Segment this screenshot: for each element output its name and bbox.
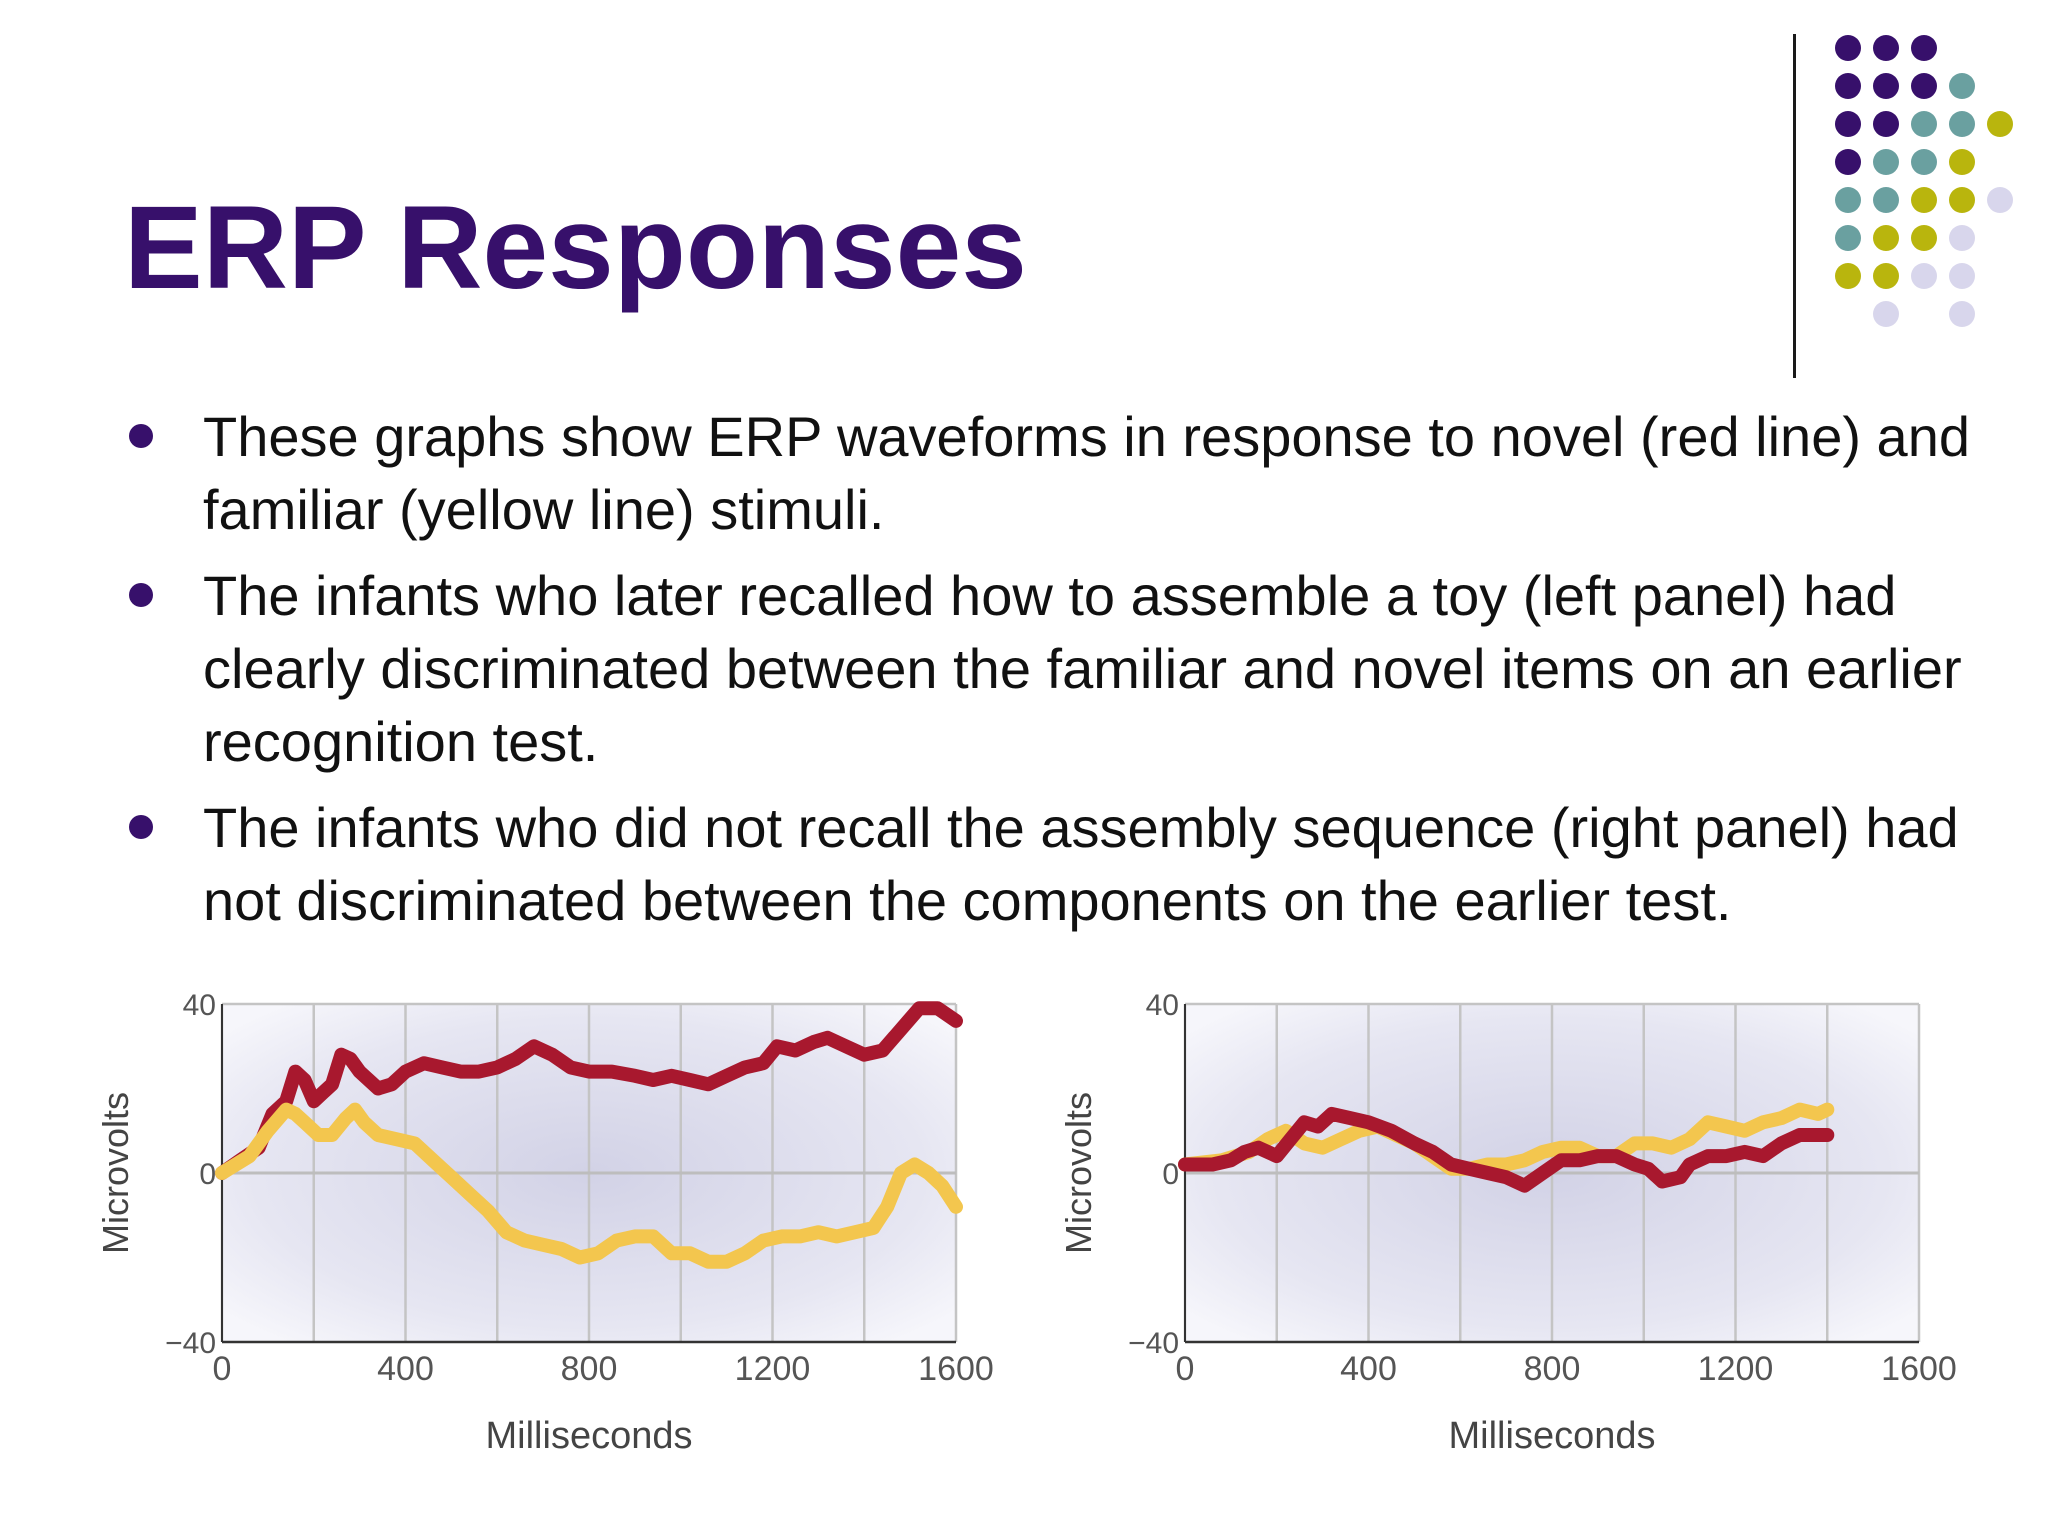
x-tick-label: 800	[561, 1350, 618, 1388]
bullet-text: The infants who did not recall the assem…	[203, 796, 1959, 932]
decoration-dot	[1987, 187, 2013, 213]
x-tick-label: 1200	[1698, 1350, 1774, 1388]
bullet-text: These graphs show ERP waveforms in respo…	[203, 405, 1970, 541]
decoration-dot	[1873, 301, 1899, 327]
y-tick-label: 0	[1162, 1158, 1179, 1191]
x-tick-label: 800	[1524, 1350, 1581, 1388]
decoration-dot	[1873, 35, 1899, 61]
series-line-novel	[1178, 1106, 1835, 1193]
x-tick-label: 400	[1340, 1350, 1397, 1388]
decoration-dot	[1911, 149, 1937, 175]
decoration-dot	[1949, 149, 1975, 175]
bullet-item: The infants who later recalled how to as…	[125, 559, 2025, 778]
x-tick-label: 400	[377, 1350, 434, 1388]
decoration-dot	[1835, 225, 1861, 251]
erp-chart-right: 0 400 800 1200 1600400−40MillisecondsMicrovo…	[1063, 989, 1957, 1457]
decoration-dot	[1949, 111, 1975, 137]
y-tick-label: 40	[1146, 989, 1179, 1022]
decoration-dot	[1873, 187, 1899, 213]
series-line-familiar	[215, 1102, 963, 1269]
x-tick-label: 0	[213, 1350, 232, 1388]
decoration-dot	[1949, 187, 1975, 213]
x-axis-label: Milliseconds	[486, 1415, 693, 1457]
decoration-dot	[1835, 263, 1861, 289]
decoration-dot	[1949, 263, 1975, 289]
y-axis-label: Microvolts	[1063, 1092, 1099, 1254]
decoration-dot	[1835, 149, 1861, 175]
bullet-text: The infants who later recalled how to as…	[203, 564, 1962, 773]
y-axis-label: Microvolts	[100, 1092, 136, 1254]
y-tick-label: −40	[1128, 1327, 1179, 1360]
y-tick-label: −40	[165, 1327, 216, 1360]
decoration-dot	[1911, 225, 1937, 251]
decoration-dot	[1911, 73, 1937, 99]
x-tick-label: 0	[1176, 1350, 1195, 1388]
decoration-dot	[1911, 263, 1937, 289]
decoration-dot	[1873, 263, 1899, 289]
decoration-dot-grid	[1835, 35, 2013, 327]
decoration-dot	[1949, 225, 1975, 251]
bullet-dot-icon	[129, 424, 153, 448]
decoration-dot	[1911, 35, 1937, 61]
decoration-dot	[1949, 301, 1975, 327]
decoration-dot	[1835, 73, 1861, 99]
decoration-dot	[1873, 73, 1899, 99]
bullet-dot-icon	[129, 583, 153, 607]
y-tick-label: 40	[183, 989, 216, 1022]
x-tick-label: 1600	[918, 1350, 994, 1388]
decoration-dot	[1873, 149, 1899, 175]
bullet-list: These graphs show ERP waveforms in respo…	[125, 400, 2025, 950]
erp-chart-left: 0 400 800 1200 1600400−40MillisecondsMicrovo…	[100, 989, 994, 1457]
decoration-dot	[1835, 111, 1861, 137]
decoration-dot	[1835, 187, 1861, 213]
bullet-item: These graphs show ERP waveforms in respo…	[125, 400, 2025, 546]
x-axis-label: Milliseconds	[1449, 1415, 1656, 1457]
bullet-item: The infants who did not recall the assem…	[125, 791, 2025, 937]
decoration-dot	[1911, 111, 1937, 137]
series-line-novel	[215, 1001, 963, 1180]
decoration-dot	[1987, 111, 2013, 137]
slide-title: ERP Responses	[124, 182, 1027, 314]
bullet-dot-icon	[129, 815, 153, 839]
header-divider	[1793, 34, 1796, 378]
decoration-dot	[1835, 35, 1861, 61]
decoration-dot	[1911, 187, 1937, 213]
decoration-dot	[1873, 111, 1899, 137]
series-line-familiar	[1178, 1102, 1835, 1176]
x-tick-label: 1600	[1881, 1350, 1957, 1388]
x-tick-label: 1200	[735, 1350, 811, 1388]
y-tick-label: 0	[199, 1158, 216, 1191]
decoration-dot	[1873, 225, 1899, 251]
decoration-dot	[1949, 73, 1975, 99]
